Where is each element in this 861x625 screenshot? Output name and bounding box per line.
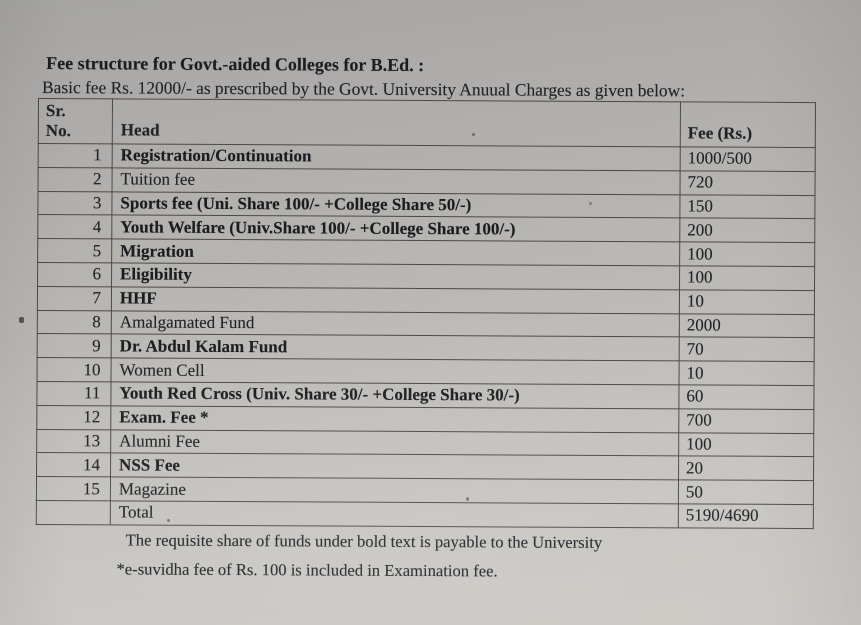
cell-head: Youth Welfare (Univ.Share 100/- +College… [111,215,680,243]
cell-head: Women Cell [111,358,680,385]
cell-sr: 1 [38,143,113,168]
cell-fee: 720 [680,170,816,196]
cell-head: Magazine [110,477,679,504]
fee-structure-table: Sr. No. Head Fee (Rs.) 1 Registration/Co… [36,98,816,529]
cell-sr: 10 [37,357,112,382]
cell-fee: 700 [678,408,814,434]
cell-head: HHF [111,286,680,314]
cell-sr: 11 [36,381,112,406]
note-esuvidha-fee: *e-suvidha fee of Rs. 100 is included in… [116,559,498,581]
table-total-row: Total 5190/4690 [36,500,814,529]
cell-sr: 14 [36,452,111,478]
sr-label-line1: Sr. [45,101,66,121]
table-header-row: Sr. No. Head Fee (Rs.) [38,98,816,148]
cell-fee: 10 [679,361,815,386]
cell-head: Amalgamated Fund [111,310,680,338]
column-header-fee: Fee (Rs.) [680,101,816,148]
cell-fee: 100 [679,265,815,291]
sr-label-line2: No. [45,121,71,141]
cell-head: Dr. Abdul Kalam Fund [111,334,680,362]
document-title: Fee structure for Govt.-aided Colleges f… [46,53,425,76]
cell-head: Registration/Continuation [112,143,681,171]
cell-sr: 6 [37,262,112,287]
cell-head: Eligibility [111,262,680,290]
cell-fee: 100 [679,242,815,267]
sr-no-label: Sr. No. [39,99,112,140]
cell-head: Exam. Fee * [110,405,679,433]
column-header-sr-no: Sr. No. [38,98,113,144]
cell-fee: 60 [678,384,815,410]
cell-fee: 10 [679,289,815,315]
cell-sr: 4 [37,214,112,240]
cell-head: Alumni Fee [110,429,679,457]
cell-head: NSS Fee [110,453,679,481]
cell-fee: 200 [679,218,815,243]
cell-head: Youth Red Cross (Univ. Share 30/- +Colle… [110,381,680,409]
cell-head: Tuition fee [112,167,681,195]
cell-fee: 20 [678,456,814,481]
cell-fee: 70 [679,337,815,362]
column-header-head: Head [112,98,681,147]
cell-sr: 12 [36,405,111,430]
cell-head-total: Total [110,500,679,528]
cell-sr: 2 [38,167,113,192]
cell-fee: 50 [678,480,814,505]
cell-fee-total: 5190/4690 [678,503,814,529]
cell-fee: 100 [678,432,814,457]
document-subtitle: Basic fee Rs. 12000/- as prescribed by t… [42,77,686,101]
cell-fee: 150 [679,194,816,219]
cell-sr: 8 [37,310,112,335]
cell-head: Sports fee (Uni. Share 100/- +College Sh… [111,191,681,219]
cell-fee: 2000 [679,313,815,338]
cell-sr: 13 [36,429,111,454]
cell-sr: 9 [37,333,112,359]
cell-fee: 1000/500 [680,146,816,172]
cell-sr: 5 [37,238,112,263]
cell-sr: 15 [36,476,111,501]
cell-head: Migration [111,239,680,266]
cell-sr [36,500,111,525]
cell-sr: 7 [37,286,112,311]
cell-sr: 3 [37,191,113,216]
note-bold-text-university: The requisite share of funds under bold … [125,530,603,552]
